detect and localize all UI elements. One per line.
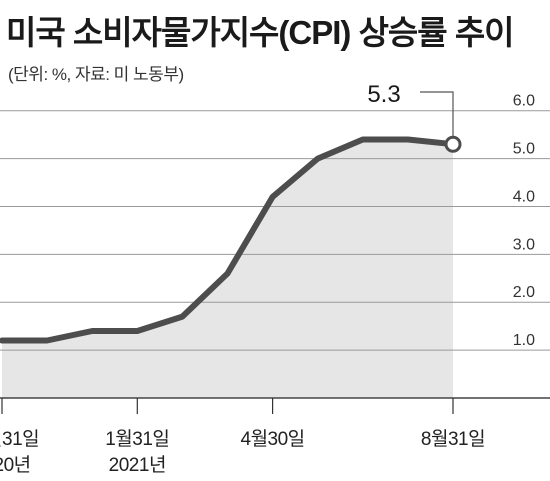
end-point-marker	[444, 135, 462, 153]
series-line	[0, 136, 456, 344]
y-tick-label: 3.0	[513, 236, 535, 253]
y-tick-label: 2.0	[513, 284, 535, 301]
x-tick-label: 4월30일	[241, 428, 305, 450]
chart-subtitle: (단위: %, 자료: 미 노동부)	[8, 65, 184, 84]
x-tick-label: 10월31일	[0, 428, 39, 450]
x-tick-label: 2021년	[109, 454, 166, 476]
x-tick-label: 1월31일	[105, 428, 169, 450]
y-tick-label: 5.0	[513, 141, 535, 158]
annotation-label: 5.3	[367, 81, 400, 108]
y-tick-label: 1.0	[513, 332, 535, 349]
x-tick-label: 8월31일	[421, 428, 485, 450]
chart-title: 미국 소비자물가지수(CPI) 상승률 추이	[6, 14, 515, 51]
x-tick-label: 2020년	[0, 454, 31, 476]
annotation-leader	[420, 91, 454, 137]
y-tick-label: 4.0	[513, 188, 535, 205]
y-tick-label: 6.0	[513, 93, 535, 110]
